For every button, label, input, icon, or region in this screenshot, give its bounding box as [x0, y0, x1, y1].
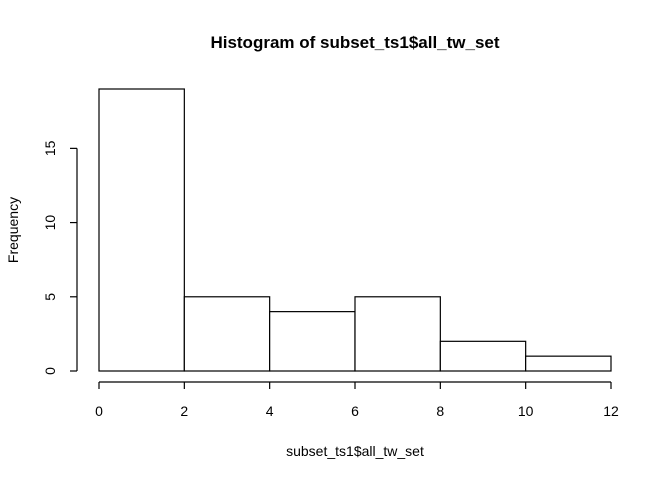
- x-tick-label-3: 6: [351, 403, 359, 419]
- y-tick-label-2: 10: [42, 215, 58, 231]
- y-tick-label-3: 15: [42, 140, 58, 156]
- histogram-bar-3: [354, 296, 441, 372]
- y-axis: 0 5 10 15: [42, 140, 78, 375]
- y-tick-label-1: 5: [42, 293, 58, 301]
- x-tick-label-5: 10: [518, 403, 534, 419]
- bars-group: [98, 88, 612, 372]
- x-tick-label-6: 12: [603, 403, 619, 419]
- y-tick-label-0: 0: [42, 367, 58, 375]
- y-axis-label: Frequency: [5, 197, 21, 263]
- histogram-bar-5: [525, 355, 612, 372]
- x-tick-label-1: 2: [180, 403, 188, 419]
- x-tick-label-0: 0: [95, 403, 103, 419]
- chart-title: Histogram of subset_ts1$all_tw_set: [210, 33, 499, 52]
- histogram-bar-4: [439, 340, 527, 372]
- histogram-bar-2: [269, 311, 356, 372]
- x-tick-label-2: 4: [266, 403, 274, 419]
- x-tick-label-4: 8: [436, 403, 444, 419]
- x-axis: 0 2 4 6 8 10 12: [95, 381, 619, 419]
- x-axis-label: subset_ts1$all_tw_set: [286, 443, 424, 459]
- histogram-bar-1: [183, 296, 271, 372]
- histogram-bar-0: [98, 88, 185, 372]
